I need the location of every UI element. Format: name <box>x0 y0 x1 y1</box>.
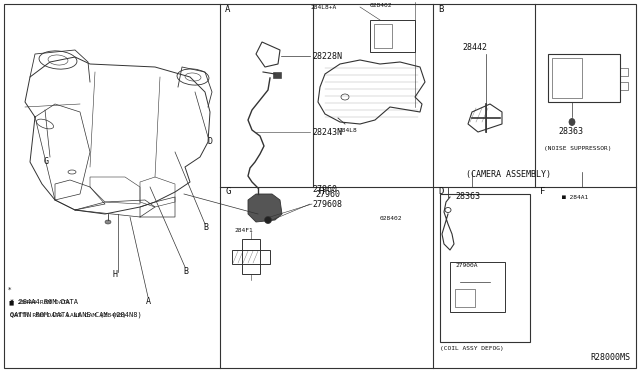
Text: 279608: 279608 <box>312 200 342 209</box>
Text: 28442: 28442 <box>462 43 487 52</box>
Bar <box>374 24 392 48</box>
Bar <box>273 72 281 78</box>
Text: 27960: 27960 <box>312 185 337 194</box>
Text: ■ 284A1: ■ 284A1 <box>562 195 588 200</box>
Text: A: A <box>225 5 230 14</box>
Text: A: A <box>146 297 151 306</box>
Ellipse shape <box>569 119 575 125</box>
Text: B: B <box>203 223 208 232</box>
Ellipse shape <box>264 217 271 224</box>
Text: 28228N: 28228N <box>312 52 342 61</box>
Text: * 284A4 ROM DATA: * 284A4 ROM DATA <box>10 300 70 305</box>
Bar <box>552 58 582 98</box>
Text: 28363: 28363 <box>455 192 480 201</box>
Bar <box>450 262 505 312</box>
Bar <box>242 239 260 274</box>
Text: 028402: 028402 <box>370 3 392 8</box>
Text: B: B <box>438 5 444 14</box>
Text: G: G <box>44 157 49 166</box>
Bar <box>440 194 530 342</box>
Text: *: * <box>8 287 12 293</box>
Text: 28243N: 28243N <box>312 128 342 137</box>
Text: (CAMERA ASSEMBLY): (CAMERA ASSEMBLY) <box>467 170 552 179</box>
Text: 284L8+A: 284L8+A <box>310 5 336 10</box>
Text: H: H <box>112 270 117 279</box>
Polygon shape <box>248 194 282 222</box>
Text: B: B <box>183 267 188 276</box>
Text: ■: ■ <box>8 300 13 305</box>
Bar <box>548 54 620 102</box>
Text: QATTN ROM DATA LANE CAM (284N8): QATTN ROM DATA LANE CAM (284N8) <box>10 313 126 318</box>
Text: R28000MS: R28000MS <box>590 353 630 362</box>
Text: F: F <box>540 187 545 196</box>
Text: (NOISE SUPPRESSOR): (NOISE SUPPRESSOR) <box>544 146 611 151</box>
Text: G: G <box>225 187 230 196</box>
Text: QATTN ROM DATA LANE CAM (284N8): QATTN ROM DATA LANE CAM (284N8) <box>10 312 141 318</box>
Bar <box>620 82 628 90</box>
Text: 27900A: 27900A <box>455 263 477 268</box>
Bar <box>620 68 628 76</box>
Text: 284F1: 284F1 <box>235 228 253 233</box>
Bar <box>232 250 270 264</box>
Text: D: D <box>438 187 444 196</box>
Text: 284L8: 284L8 <box>339 128 357 133</box>
Text: D: D <box>207 137 212 146</box>
Text: * 284A4 ROM DATA: * 284A4 ROM DATA <box>10 299 78 305</box>
Ellipse shape <box>105 220 111 224</box>
Text: 028402: 028402 <box>380 216 403 221</box>
Text: 28363: 28363 <box>558 127 583 136</box>
Text: (COIL ASSY DEFOG): (COIL ASSY DEFOG) <box>440 346 504 351</box>
Text: 27960: 27960 <box>315 190 340 199</box>
Bar <box>370 20 415 52</box>
Text: H: H <box>318 187 323 196</box>
Bar <box>455 289 475 307</box>
